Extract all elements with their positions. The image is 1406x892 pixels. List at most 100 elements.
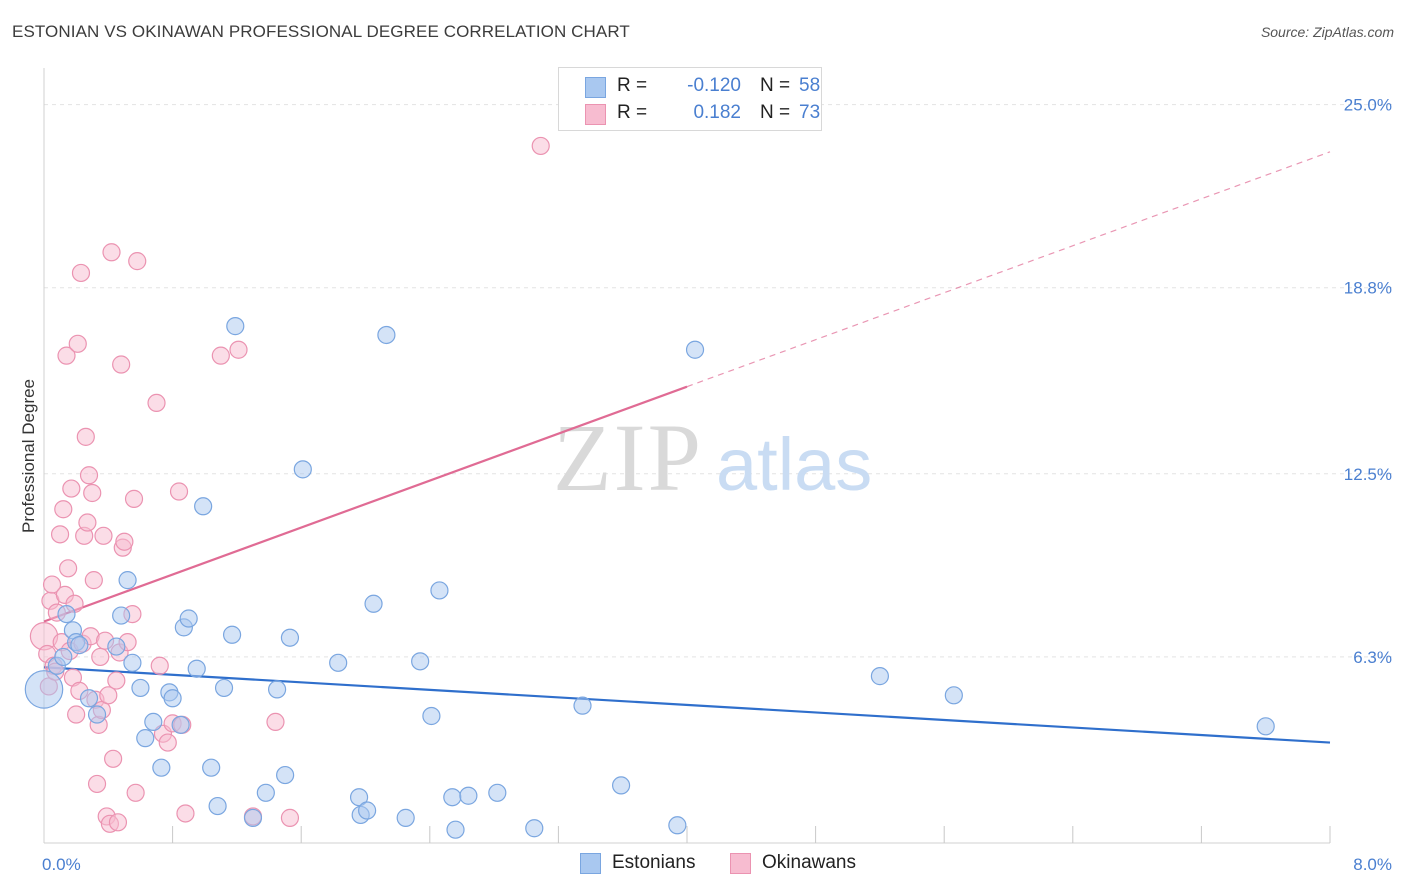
okinawan-point (147, 393, 166, 413)
okinawan-point (107, 671, 126, 690)
okinawan-point (57, 346, 76, 365)
y-tick-label: 12.5% (1344, 465, 1392, 484)
okinawan-point (126, 783, 145, 802)
source-label: Source: ZipAtlas.com (1260, 24, 1394, 40)
chart-title: ESTONIAN VS OKINAWAN PROFESSIONAL DEGREE… (12, 22, 630, 41)
y-tick-label: 6.3% (1353, 648, 1392, 667)
estonian-point (70, 636, 89, 655)
estonian-point (179, 609, 198, 628)
estonian-point (280, 628, 300, 647)
estonian-point (668, 816, 687, 835)
legend-r-value: -0.120 (687, 75, 741, 96)
estonian-point (163, 689, 182, 708)
estonian-point (870, 667, 890, 686)
estonian-point (488, 783, 507, 802)
estonian-point (573, 696, 592, 715)
watermark-zip: ZIP (553, 404, 703, 511)
legend-r-label: R = (617, 102, 648, 123)
okinawan-point (94, 526, 113, 545)
estonian-point (276, 765, 295, 785)
estonian-point (685, 340, 705, 359)
legend-n-label: N = (760, 102, 791, 123)
okinawan-point (50, 525, 70, 544)
y-tick-label: 18.8% (1344, 279, 1392, 298)
okinawan-point (108, 813, 128, 832)
estonian-point (430, 581, 449, 600)
okinawan-point (115, 532, 134, 551)
x-tick-label: 0.0% (42, 855, 81, 874)
okinawan-point (84, 571, 103, 590)
bottom-legend-label: Estonians (612, 852, 696, 873)
estonian-point (243, 808, 263, 827)
okinawan-point (211, 346, 230, 365)
watermark: ZIP atlas (553, 404, 872, 511)
estonian-point (422, 706, 441, 726)
estonian-point (54, 647, 73, 667)
okinawan-point (531, 136, 550, 156)
okinawan-point (128, 252, 147, 271)
legend-n-value: 58 (799, 75, 821, 96)
estonian-point (329, 653, 348, 672)
tick-labels: 6.3% 12.5% 18.8% 25.0% 0.0% 8.0% (42, 96, 1392, 874)
estonian-point (24, 670, 64, 709)
okinawan-point (150, 656, 169, 675)
estonian-point (123, 653, 142, 672)
okinawan-point (124, 489, 144, 508)
watermark-atlas: atlas (716, 423, 872, 506)
estonian-point (107, 637, 126, 656)
estonian-point (377, 325, 396, 345)
estonian-point (1256, 717, 1275, 736)
estonian-point (525, 819, 544, 838)
okinawan-point (76, 427, 95, 446)
estonian-point (118, 571, 137, 590)
okinawan-point (68, 334, 87, 353)
estonian-point (171, 715, 190, 734)
okinawan-point (280, 808, 300, 827)
estonian-point (194, 497, 213, 516)
okinawan-point (79, 466, 99, 485)
estonian-point (443, 788, 462, 807)
estonian-point (267, 680, 287, 699)
okinawan-point (83, 483, 102, 503)
legend-r-label: R = (617, 75, 648, 96)
y-tick-label: 25.0% (1344, 96, 1392, 115)
estonian-point (112, 606, 131, 625)
estonian-point (349, 788, 369, 807)
estonian-point (611, 776, 631, 795)
estonian-point (136, 729, 155, 748)
okinawan-point (102, 243, 121, 262)
estonian-point (79, 689, 99, 708)
legend-n-value: 73 (799, 102, 821, 123)
estonian-point (446, 820, 465, 839)
estonian-point (944, 686, 963, 705)
okinawan-point (104, 749, 123, 768)
estonian-point (187, 659, 206, 678)
estonian-point (364, 594, 383, 613)
okinawan-point (59, 559, 78, 578)
okinawan-point (112, 355, 131, 374)
okinawan-point (54, 500, 73, 519)
trend-lines (43, 151, 1331, 744)
okinawan-point (78, 513, 97, 532)
trend-line-estonians (43, 666, 1331, 744)
estonian-point (214, 678, 234, 698)
legend-r-value: 0.182 (693, 102, 741, 123)
okinawan-point (67, 705, 86, 724)
legend-swatch-okinawans (585, 104, 606, 125)
legend-n-label: N = (760, 75, 791, 96)
legend: R = -0.120 N = 58 R = 0.182 N = 73 (558, 67, 822, 131)
axes (43, 68, 1331, 844)
estonian-points (24, 317, 1275, 839)
estonian-point (208, 796, 227, 816)
okinawan-point (99, 686, 118, 705)
legend-swatch-estonians (585, 77, 606, 98)
estonian-point (202, 758, 221, 777)
x-tick-label: 8.0% (1353, 855, 1392, 874)
okinawan-points (29, 136, 550, 833)
bottom-legend-label: Okinawans (762, 852, 856, 873)
estonian-point (358, 801, 377, 820)
estonian-point (293, 460, 312, 479)
estonian-point (256, 783, 275, 802)
okinawan-point (158, 733, 177, 752)
